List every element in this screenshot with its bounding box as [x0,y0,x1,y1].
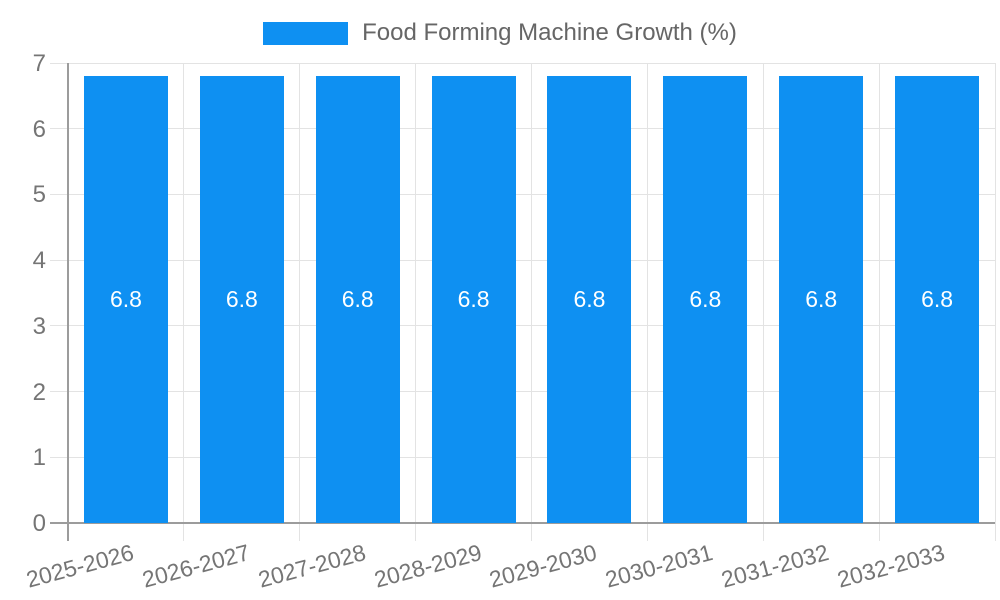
y-gridline [50,259,995,261]
x-gridline [646,63,648,541]
x-gridline [762,63,764,541]
bar[interactable]: 6.8 [779,76,864,523]
x-gridline [183,63,185,541]
bar[interactable]: 6.8 [895,76,980,523]
x-axis-tick-label: 2028-2029 [371,539,485,593]
y-axis-tick-label: 2 [32,378,46,406]
x-axis-line [50,522,995,524]
bar-value-label: 6.8 [109,286,142,313]
legend-swatch[interactable] [263,21,349,45]
x-axis-tick-label: 2032-2033 [834,539,948,593]
bar[interactable]: 6.8 [431,76,516,523]
y-gridline [50,193,995,195]
x-axis-tick-label: 2029-2030 [486,539,600,593]
bar-value-label: 6.8 [805,286,838,313]
bar[interactable]: 6.8 [199,76,284,523]
bar[interactable]: 6.8 [83,76,168,523]
bar-value-label: 6.8 [573,286,606,313]
x-axis-tick-label: 2027-2028 [255,539,369,593]
y-axis-tick-label: 5 [32,181,46,209]
y-axis-tick-label: 7 [32,50,46,77]
legend-label[interactable]: Food Forming Machine Growth (%) [362,19,737,46]
y-axis-line [67,63,69,541]
x-gridline [878,63,880,541]
x-gridline [531,63,532,541]
y-gridline [50,62,995,64]
bar-value-label: 6.8 [341,286,374,313]
bar-value-label: 6.8 [921,286,954,313]
bar-value-label: 6.8 [457,286,490,313]
x-axis-tick-label: 2031-2032 [718,539,832,593]
y-gridline [50,325,995,327]
x-gridline [299,63,301,541]
y-axis-tick-label: 4 [32,247,46,275]
bar[interactable]: 6.8 [663,76,748,523]
y-axis-tick-label: 0 [32,510,46,537]
chart-legend: Food Forming Machine Growth (%) [0,21,1000,45]
y-axis-tick-label: 1 [32,444,46,472]
x-axis-tick-label: 2030-2031 [602,539,716,593]
x-gridline [994,63,996,541]
bar[interactable]: 6.8 [315,76,400,523]
y-gridline [50,391,995,393]
bar[interactable]: 6.8 [547,76,632,523]
bar-value-label: 6.8 [225,286,258,313]
x-axis-tick-label: 2025-2026 [23,539,137,593]
x-gridline [415,63,417,541]
y-gridline [50,456,995,458]
y-axis-tick-label: 3 [32,312,46,340]
y-axis-tick-label: 6 [32,115,46,143]
x-axis-tick-label: 2026-2027 [139,539,253,593]
bar-value-label: 6.8 [689,286,722,313]
y-gridline [50,128,995,130]
